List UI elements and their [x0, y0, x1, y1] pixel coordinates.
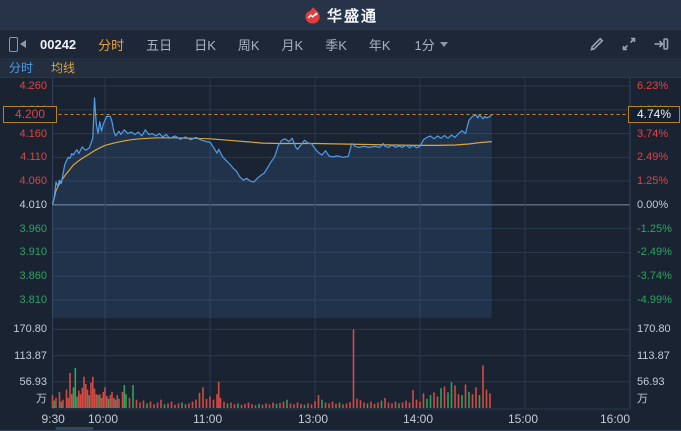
collapse-left-panel-icon[interactable]: [9, 36, 26, 52]
percent-tick-label: -2.49%: [637, 246, 672, 259]
percent-tick-label: -4.99%: [637, 294, 672, 307]
volume-tick-label: 56.93: [19, 375, 47, 388]
percent-tick-label: 0.00%: [637, 198, 669, 211]
chevron-down-icon: [439, 41, 448, 47]
percent-tick-label: 6.23%: [637, 80, 669, 92]
current-percent-callout: 4.74%: [628, 106, 680, 124]
price-tick-label: 4.110: [20, 151, 47, 164]
percent-tick-label: 2.49%: [637, 151, 669, 164]
interval-value: 1分: [414, 37, 435, 53]
percent-tick-label: -1.25%: [637, 222, 672, 235]
percent-tick-label: -3.74%: [637, 270, 672, 283]
fullscreen-expand-icon[interactable]: [621, 36, 637, 52]
price-tick-label: 3.910: [19, 246, 47, 259]
legend-avg-line[interactable]: 均线: [51, 61, 76, 75]
period-tab-active[interactable]: 分时: [98, 37, 125, 53]
brand-name: 华盛通: [326, 7, 378, 25]
legend-price-line[interactable]: 分时: [9, 61, 34, 75]
period-tabs: 分时 五日 日K 周K 月K 季K 年K: [98, 35, 390, 54]
price-tick-label: 4.160: [19, 127, 47, 140]
chart-legend: 分时 均线: [0, 58, 681, 78]
price-tick-label: 3.860: [19, 270, 47, 283]
time-tick-label: 10:00: [88, 412, 119, 426]
time-tick-label: 16:00: [600, 412, 631, 426]
period-tab-inactive[interactable]: 年K: [368, 37, 391, 53]
price-tick-label: 4.260: [19, 80, 47, 92]
jump-panel-icon[interactable]: [653, 36, 669, 52]
price-tick-label: 3.960: [19, 222, 47, 235]
volume-unit-label: 万: [637, 393, 648, 405]
toolbar-icons: [589, 36, 669, 52]
volume-tick-label: 56.93: [637, 375, 665, 388]
current-price-callout: 4.200: [3, 106, 57, 124]
volume-tick-label: 170.80: [637, 323, 671, 336]
brand-flame-icon: [303, 6, 322, 25]
time-tick-label: 11:00: [193, 412, 223, 426]
stock-code: 00242: [40, 36, 77, 52]
volume-tick-label: 113.87: [14, 349, 47, 362]
period-tab-inactive[interactable]: 季K: [325, 37, 347, 53]
period-tab-inactive[interactable]: 月K: [281, 37, 304, 53]
price-tick-label: 4.010: [19, 198, 47, 211]
draw-pencil-icon[interactable]: [589, 36, 605, 52]
volume-tick-label: 170.80: [13, 323, 47, 336]
time-tick-label: 13:00: [298, 412, 329, 426]
time-tick-label: 9:30: [41, 412, 65, 426]
period-tab-inactive[interactable]: 日K: [194, 37, 216, 53]
period-tab-inactive[interactable]: 五日: [146, 37, 173, 53]
time-tick-label: 14:00: [403, 412, 434, 426]
volume-unit-label: 万: [36, 393, 47, 405]
interval-dropdown[interactable]: 1分: [415, 35, 448, 54]
volume-tick-label: 113.87: [637, 349, 670, 362]
app-header: 华盛通: [0, 0, 681, 30]
period-tab-inactive[interactable]: 周K: [237, 37, 260, 53]
percent-tick-label: 3.74%: [637, 127, 669, 140]
percent-tick-label: 1.25%: [637, 175, 669, 188]
time-tick-label: 15:00: [508, 412, 539, 426]
price-tick-label: 3.810: [19, 294, 47, 307]
price-tick-label: 4.060: [19, 175, 47, 188]
